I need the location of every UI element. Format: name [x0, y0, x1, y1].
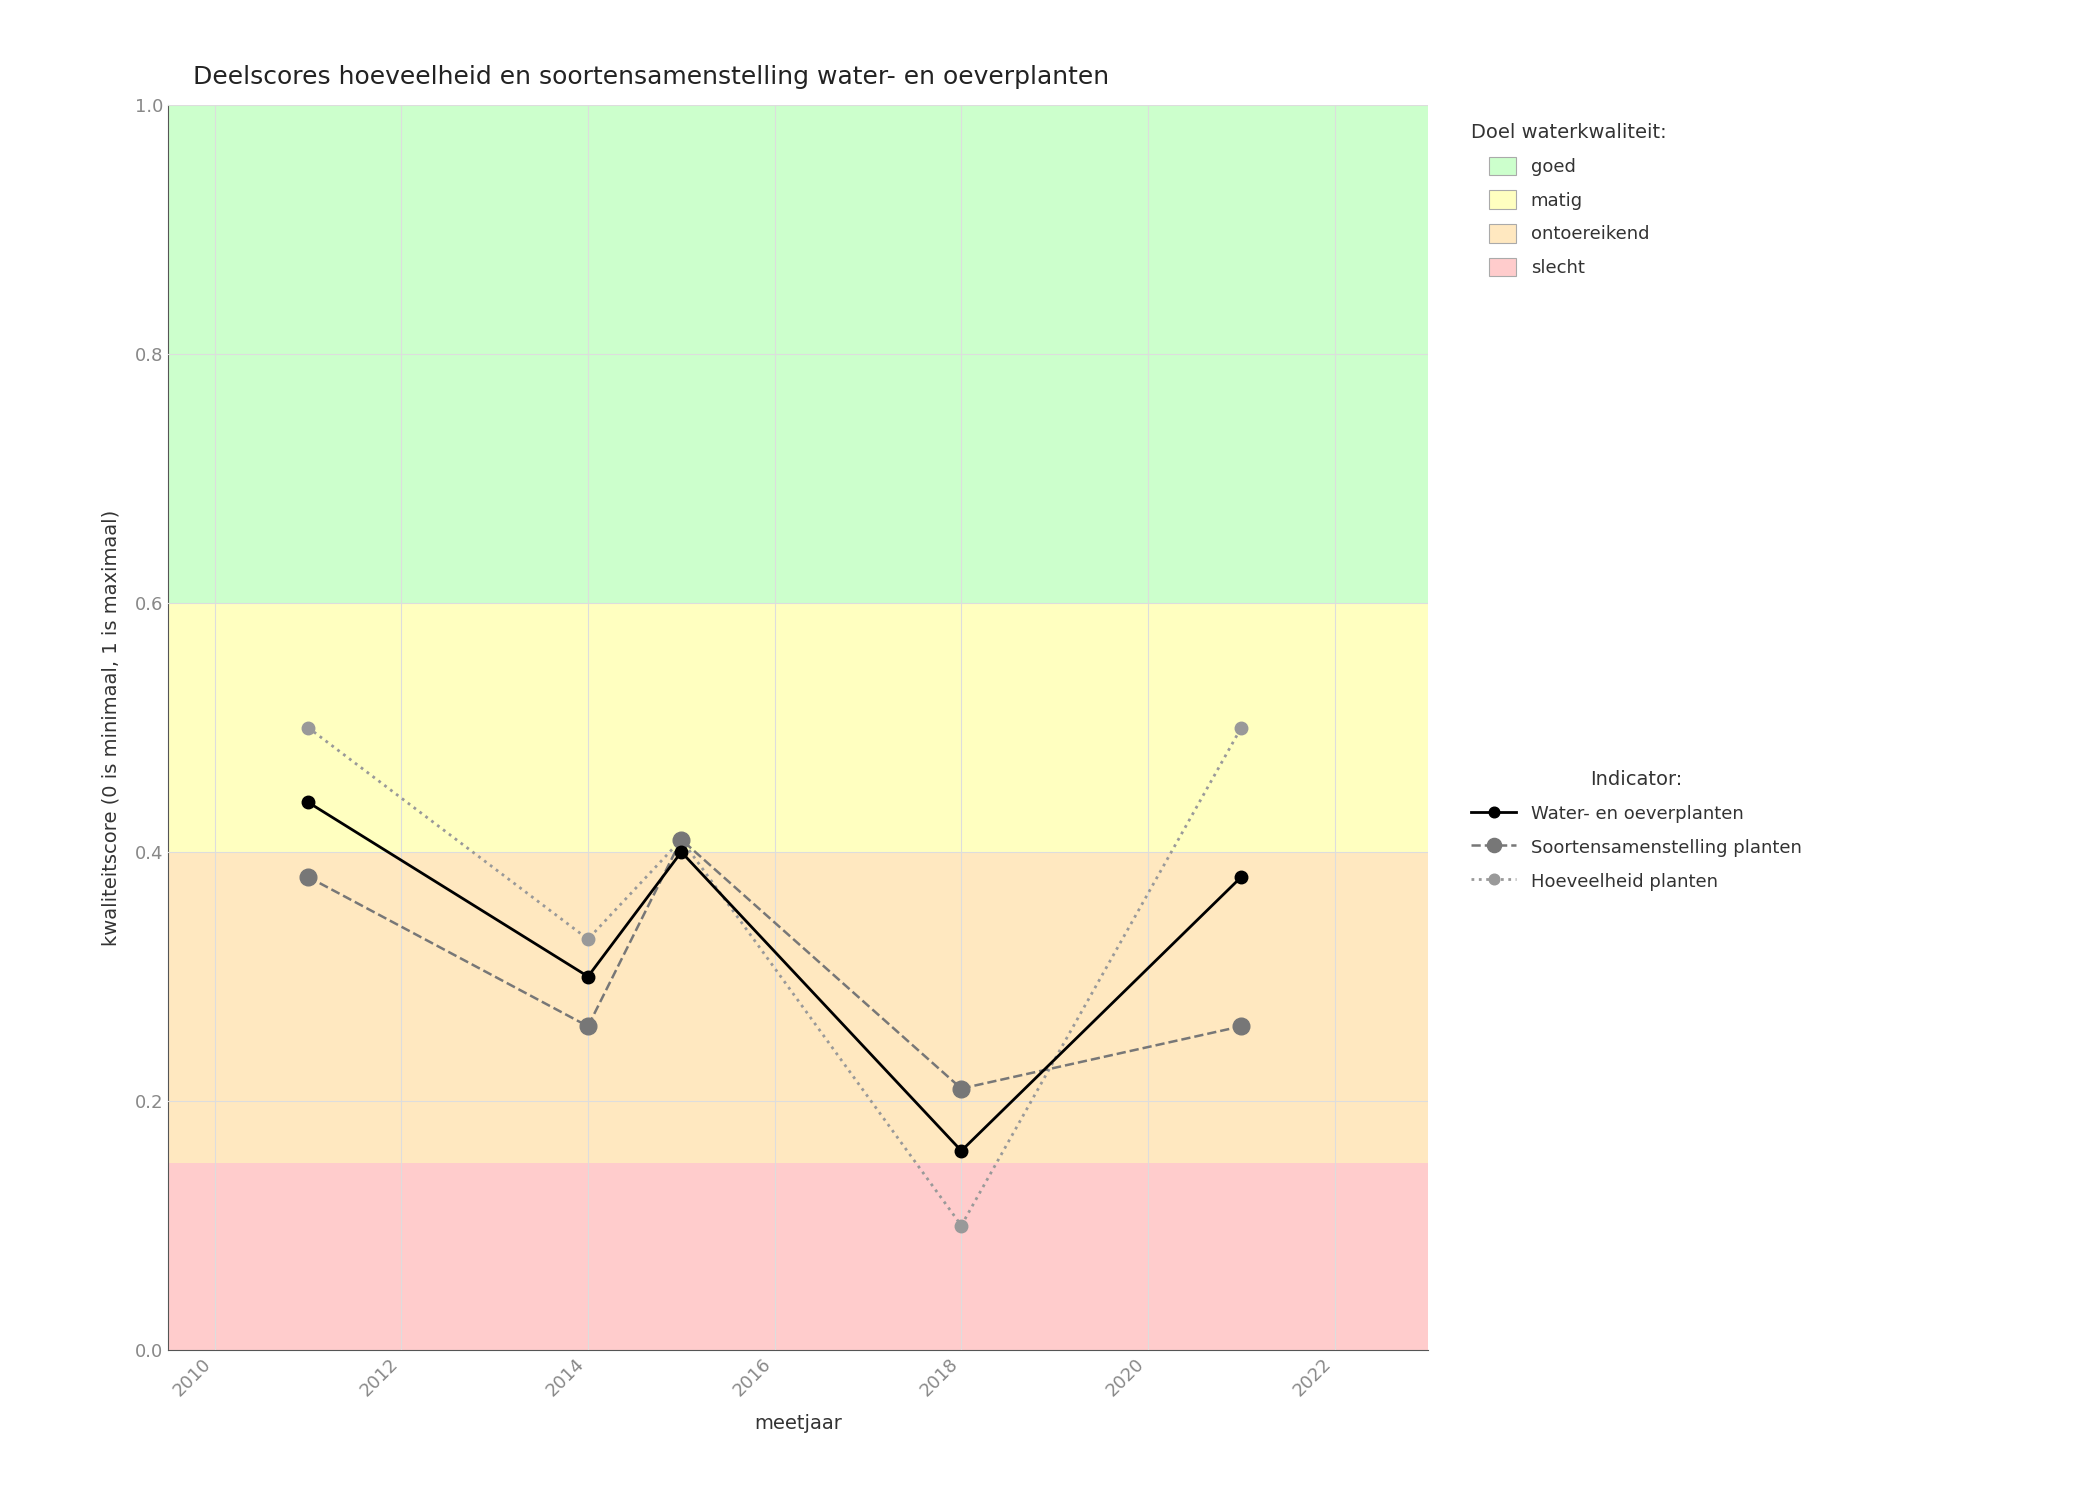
X-axis label: meetjaar: meetjaar [754, 1414, 842, 1432]
Y-axis label: kwaliteitscore (0 is minimaal, 1 is maximaal): kwaliteitscore (0 is minimaal, 1 is maxi… [101, 510, 122, 945]
Bar [168, 852, 1428, 1164]
Text: Deelscores hoeveelheid en soortensamenstelling water- en oeverplanten: Deelscores hoeveelheid en soortensamenst… [193, 64, 1109, 88]
Bar [168, 603, 1428, 852]
Legend: Water- en oeverplanten, Soortensamenstelling planten, Hoeveelheid planten: Water- en oeverplanten, Soortensamenstel… [1462, 762, 1810, 900]
Bar [168, 105, 1428, 603]
Bar [168, 1164, 1428, 1350]
